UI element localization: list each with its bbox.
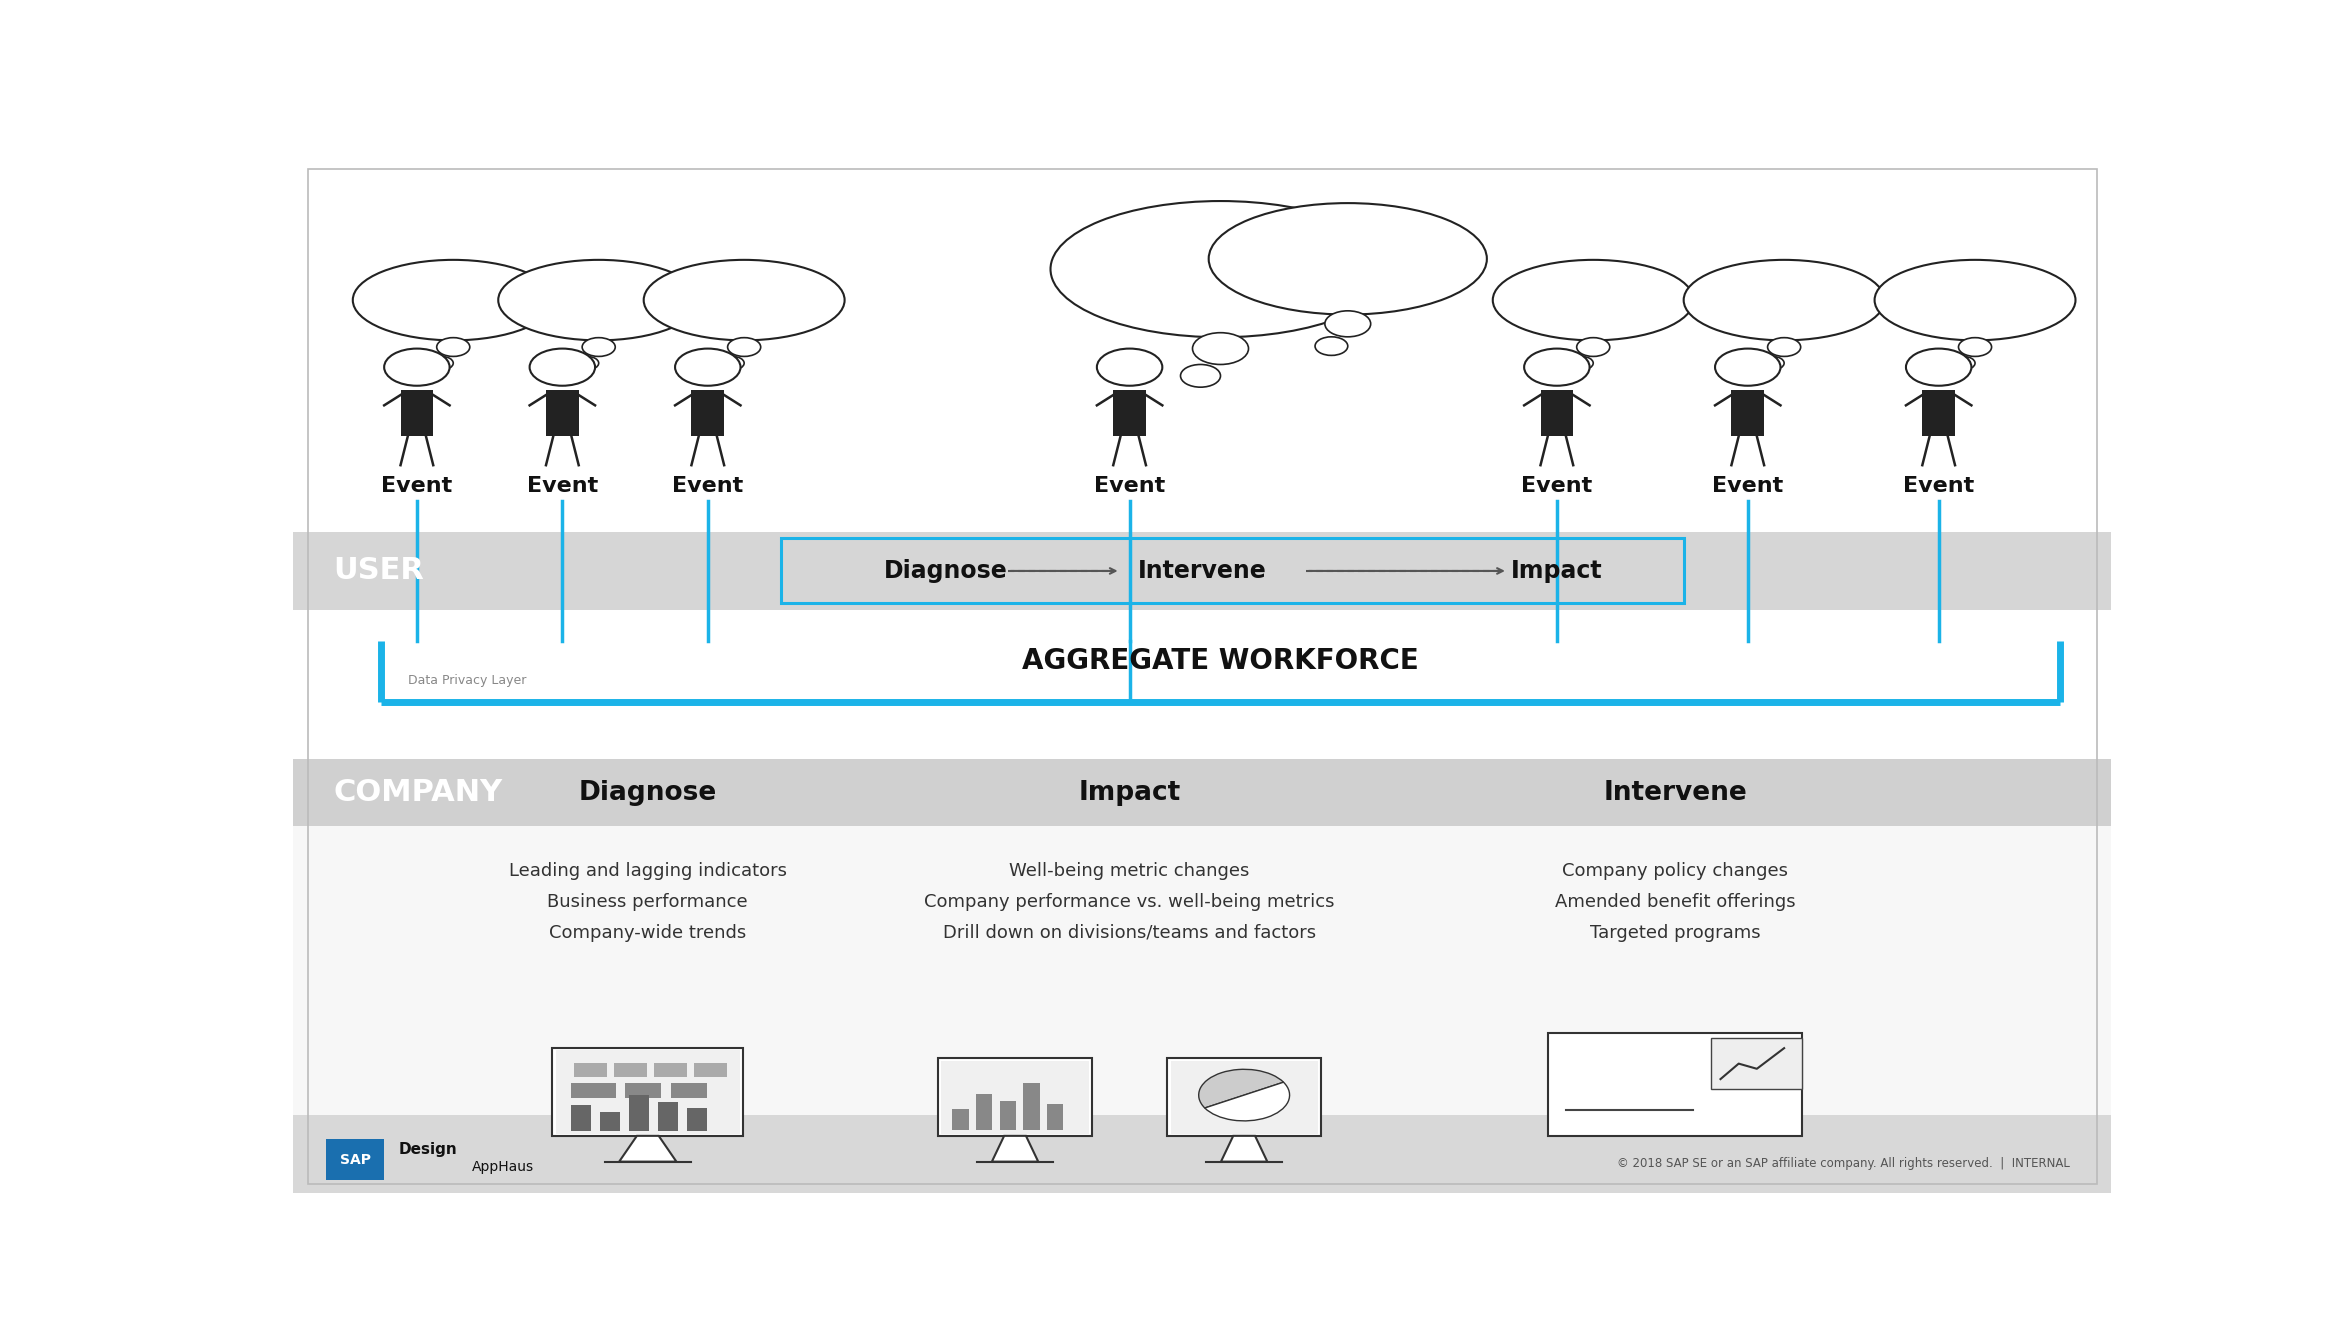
Bar [1548, 1033, 1802, 1136]
Circle shape [530, 348, 596, 386]
Bar [547, 390, 579, 437]
Bar [293, 760, 2111, 827]
Bar [551, 1048, 744, 1136]
Text: COMPANY: COMPANY [333, 779, 502, 807]
Bar [657, 1101, 678, 1131]
Text: USER: USER [333, 556, 425, 586]
Bar [1731, 390, 1764, 437]
Circle shape [1569, 356, 1593, 370]
Ellipse shape [497, 260, 699, 340]
Bar [1171, 1060, 1318, 1134]
Ellipse shape [352, 260, 554, 340]
Circle shape [582, 338, 615, 356]
Bar [1921, 390, 1954, 437]
Text: Impact: Impact [1079, 780, 1180, 805]
Bar [629, 1095, 650, 1131]
Text: Event: Event [1713, 476, 1783, 496]
Text: Event: Event [1520, 476, 1593, 496]
Text: AppHaus: AppHaus [472, 1160, 533, 1174]
Bar [601, 1112, 619, 1131]
Bar [570, 1083, 617, 1097]
Circle shape [1577, 338, 1609, 356]
Text: Diagnose: Diagnose [884, 559, 1009, 583]
Circle shape [1760, 356, 1785, 370]
Bar [575, 1063, 608, 1077]
Text: © 2018 SAP SE or an SAP affiliate company. All rights reserved.  |  INTERNAL: © 2018 SAP SE or an SAP affiliate compan… [1616, 1158, 2069, 1170]
Circle shape [1325, 311, 1370, 336]
Text: Event: Event [1903, 476, 1975, 496]
Circle shape [676, 348, 741, 386]
Bar [938, 1059, 1093, 1136]
Circle shape [1525, 348, 1591, 386]
Ellipse shape [643, 260, 845, 340]
Bar [1046, 1104, 1063, 1130]
Bar [615, 1063, 647, 1077]
Circle shape [1905, 348, 1971, 386]
Bar [1023, 1083, 1039, 1130]
Bar [655, 1063, 687, 1077]
Bar [293, 827, 2111, 1115]
Text: Well-being metric changes
Company performance vs. well-being metrics
Drill down : Well-being metric changes Company perfor… [924, 863, 1335, 942]
Circle shape [1192, 332, 1248, 364]
Bar [941, 1060, 1089, 1134]
Text: Data Privacy Layer: Data Privacy Layer [408, 674, 526, 687]
Circle shape [1316, 336, 1349, 355]
Bar [293, 1115, 2111, 1193]
Bar [952, 1110, 969, 1130]
Ellipse shape [1051, 201, 1391, 338]
Bar [293, 532, 2111, 610]
Bar [1166, 1059, 1321, 1136]
Text: Intervene: Intervene [1602, 780, 1748, 805]
Text: Impact: Impact [1511, 559, 1602, 583]
Bar [781, 539, 1684, 603]
Bar [556, 1051, 739, 1134]
Text: Event: Event [528, 476, 598, 496]
Bar [671, 1083, 706, 1097]
Bar [692, 390, 725, 437]
Circle shape [429, 356, 453, 370]
Wedge shape [1206, 1083, 1290, 1120]
Bar [1713, 1037, 1802, 1089]
Ellipse shape [1874, 260, 2076, 340]
Bar [401, 390, 434, 437]
Text: Event: Event [673, 476, 744, 496]
Text: Intervene: Intervene [1138, 559, 1267, 583]
Circle shape [575, 356, 598, 370]
Circle shape [1180, 364, 1220, 387]
Circle shape [720, 356, 744, 370]
Circle shape [1952, 356, 1975, 370]
Circle shape [727, 338, 760, 356]
Ellipse shape [1492, 260, 1694, 340]
Bar [976, 1093, 992, 1130]
Circle shape [1715, 348, 1781, 386]
Bar [326, 1139, 385, 1181]
Circle shape [1959, 338, 1992, 356]
Bar [687, 1108, 706, 1131]
Text: Leading and lagging indicators
Business performance
Company-wide trends: Leading and lagging indicators Business … [509, 863, 786, 942]
Polygon shape [992, 1136, 1039, 1162]
Circle shape [385, 348, 450, 386]
Bar [694, 1063, 727, 1077]
Ellipse shape [1208, 204, 1487, 315]
Bar [999, 1100, 1016, 1130]
Text: Design: Design [399, 1142, 457, 1156]
Text: Company policy changes
Amended benefit offerings
Targeted programs: Company policy changes Amended benefit o… [1555, 863, 1795, 942]
Text: Diagnose: Diagnose [579, 780, 718, 805]
Text: SAP: SAP [340, 1152, 371, 1167]
Circle shape [436, 338, 469, 356]
Circle shape [1098, 348, 1161, 386]
Wedge shape [1199, 1069, 1283, 1108]
Bar [570, 1106, 591, 1131]
Circle shape [1767, 338, 1802, 356]
Polygon shape [1220, 1136, 1267, 1162]
Text: Event: Event [382, 476, 453, 496]
Bar [1541, 390, 1574, 437]
Bar [1114, 390, 1145, 437]
Text: Event: Event [1093, 476, 1166, 496]
Ellipse shape [1684, 260, 1884, 340]
Polygon shape [619, 1136, 676, 1162]
Text: AGGREGATE WORKFORCE: AGGREGATE WORKFORCE [1023, 647, 1419, 675]
Bar [624, 1083, 662, 1097]
